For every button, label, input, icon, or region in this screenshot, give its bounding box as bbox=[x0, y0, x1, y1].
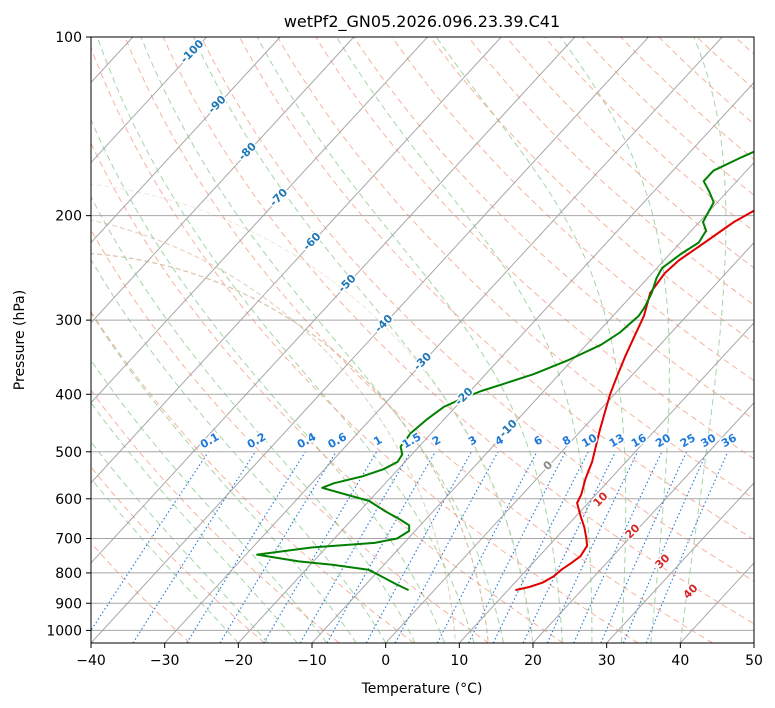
moist-adiabat-line bbox=[679, 37, 727, 643]
isotherm-line bbox=[91, 37, 428, 404]
x-tick-label: 40 bbox=[671, 653, 689, 669]
y-tick-label: 700 bbox=[55, 532, 82, 548]
moist-adiabat-line bbox=[91, 118, 446, 643]
y-tick-label: 900 bbox=[55, 596, 82, 612]
moist-adiabat-line bbox=[91, 258, 387, 643]
dry-adiabats bbox=[91, 37, 754, 643]
y-tick-label: 800 bbox=[55, 566, 82, 582]
mixing-ratio-line bbox=[600, 451, 688, 643]
x-tick-label: −40 bbox=[76, 653, 106, 669]
dry-adiabat-line bbox=[124, 37, 713, 643]
isotherm-line bbox=[91, 37, 207, 164]
dry-adiabat-line bbox=[91, 389, 340, 643]
y-tick-label: 400 bbox=[55, 387, 82, 403]
background-curve bbox=[91, 219, 456, 643]
x-tick-label: −30 bbox=[150, 653, 180, 669]
dry-adiabat-line bbox=[467, 37, 754, 306]
x-tick-label: 20 bbox=[524, 653, 542, 669]
dry-adiabat-line bbox=[429, 37, 754, 344]
isotherm-line bbox=[311, 161, 754, 643]
x-axis-ticks: −40 −30 −20 −10 0 10 20 30 40 50 bbox=[76, 643, 763, 669]
dry-adiabat-line bbox=[91, 542, 191, 643]
y-tick-label: 300 bbox=[55, 313, 82, 329]
moist-adiabat-line bbox=[91, 401, 298, 643]
y-tick-label: 500 bbox=[55, 445, 82, 461]
x-tick-label: 50 bbox=[745, 653, 763, 669]
mixing-ratio-line bbox=[365, 451, 472, 643]
isotherm-line bbox=[91, 37, 355, 324]
plot-area bbox=[91, 37, 754, 643]
y-tick-label: 1000 bbox=[46, 623, 82, 639]
mixing-ratio-line bbox=[91, 451, 209, 632]
moist-adiabats bbox=[91, 37, 727, 643]
mixing-ratio-line bbox=[132, 451, 256, 643]
moist-adiabat-line bbox=[560, 37, 670, 643]
moist-adiabat-line bbox=[91, 195, 416, 643]
temperature-profile-line bbox=[515, 209, 754, 592]
isobar-gridlines bbox=[91, 37, 754, 631]
y-tick-label: 100 bbox=[55, 30, 82, 46]
dry-adiabat-line bbox=[91, 466, 265, 643]
x-tick-label: −10 bbox=[297, 653, 327, 669]
profile-lines bbox=[256, 150, 754, 592]
dry-adiabat-line bbox=[162, 37, 754, 625]
isotherm-line bbox=[91, 37, 502, 484]
moist-adiabat-line bbox=[435, 37, 627, 643]
y-axis-label: Pressure (hPa) bbox=[12, 290, 28, 390]
isotherm-line bbox=[164, 37, 723, 643]
plot-frame bbox=[90, 36, 755, 644]
isotherm-line bbox=[458, 321, 754, 643]
isotherm-gridlines bbox=[91, 37, 754, 643]
moist-adiabat-line bbox=[256, 37, 563, 643]
isotherm-line bbox=[385, 241, 754, 643]
isotherm-line bbox=[237, 81, 754, 643]
y-axis-ticks: 100 200 300 400 500 600 700 800 900 1000 bbox=[46, 30, 91, 639]
isotherm-line bbox=[606, 482, 754, 643]
x-tick-label: 30 bbox=[598, 653, 616, 669]
dewpoint-profile-line bbox=[256, 150, 754, 592]
background-curve bbox=[91, 183, 531, 643]
moist-adiabat-line bbox=[91, 359, 328, 643]
x-tick-label: 0 bbox=[381, 653, 390, 669]
moist-adiabat-line bbox=[140, 37, 504, 643]
dry-adiabat-line bbox=[91, 142, 564, 643]
mixing-ratio-line bbox=[219, 451, 337, 643]
moist-adiabat-line bbox=[91, 312, 357, 643]
y-tick-label: 600 bbox=[55, 492, 82, 508]
dry-adiabat-line bbox=[391, 37, 754, 382]
isotherm-line bbox=[532, 402, 754, 643]
x-tick-label: −20 bbox=[224, 653, 254, 669]
dry-adiabat-line bbox=[91, 229, 489, 643]
isotherm-line bbox=[91, 37, 576, 564]
x-tick-label: 10 bbox=[450, 653, 468, 669]
y-tick-label: 200 bbox=[55, 209, 82, 225]
mixing-ratio-line bbox=[394, 451, 499, 643]
moist-adiabat-line bbox=[192, 37, 534, 643]
isotherm-line bbox=[91, 37, 281, 244]
mixing-ratio-line bbox=[622, 451, 708, 643]
x-axis-label: Temperature (°C) bbox=[361, 681, 483, 697]
chart-title: wetPf2_GN05.2026.096.23.39.C41 bbox=[284, 12, 560, 32]
moist-adiabat-line bbox=[336, 37, 593, 643]
moist-adiabat-line bbox=[96, 37, 475, 643]
isotherm-line bbox=[91, 37, 649, 643]
mixing-ratio-line bbox=[492, 451, 589, 643]
